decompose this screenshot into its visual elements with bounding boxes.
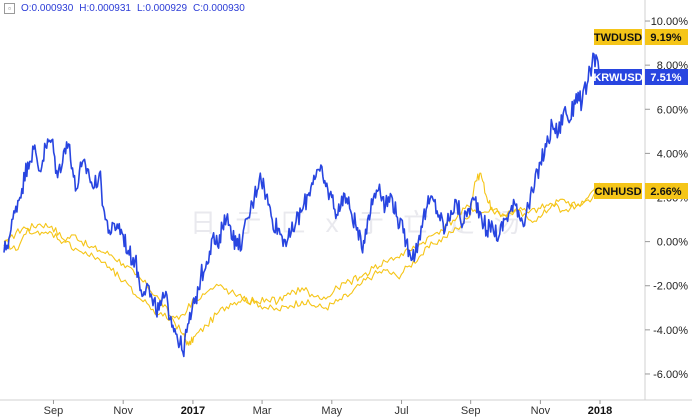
series-line-cnhusd: [3, 182, 601, 322]
series-tag-name-box: [594, 183, 642, 199]
series-tag-value: 9.19%: [650, 32, 681, 44]
y-tick-label: 10.00%: [651, 16, 689, 28]
series-tag-name-box: [594, 29, 642, 45]
series-tag-cnhusd: CNHUSD 2.66%: [594, 183, 688, 199]
series-tag-name-box: [594, 69, 642, 85]
series-tag-value-box: [645, 29, 688, 45]
ohlc-high: H:0.000931: [79, 3, 131, 14]
series-line-twdusd: [3, 172, 601, 346]
series-line-krwusd: [3, 52, 601, 358]
x-tick-label: Jul: [395, 405, 409, 417]
series-tags: TWDUSD 9.19% KRWUSD 7.51% CNHUSD 2.66%: [593, 29, 688, 199]
series-tag-value: 7.51%: [650, 72, 681, 84]
x-tick-label: Nov: [113, 405, 133, 417]
y-tick-label: -4.00%: [653, 325, 688, 337]
ohlc-open: O:0.000930: [21, 3, 74, 14]
x-tick-label: Mar: [253, 405, 272, 417]
ohlc-low: L:0.000929: [136, 3, 188, 14]
y-tick-label: 6.00%: [657, 104, 688, 116]
x-tick-label: Sep: [461, 405, 481, 417]
series-tag-krwusd: KRWUSD 7.51%: [593, 69, 688, 85]
ohlc-readout: ▫ O:0.000930 H:0.000931 L:0.000929 C:0.0…: [4, 3, 245, 14]
y-tick-label: 4.00%: [657, 148, 688, 160]
x-tick-label: Nov: [531, 405, 551, 417]
y-tick-label: -2.00%: [653, 281, 688, 293]
series-tag-value-box: [645, 69, 688, 85]
series-layer: [3, 52, 601, 358]
series-tag-value: 2.66%: [650, 186, 681, 198]
window-icon[interactable]: ▫: [4, 3, 15, 14]
ohlc-close: C:0.000930: [193, 3, 245, 14]
x-axis: Sep Nov 2017 Mar May Jul Sep Nov 2018: [0, 399, 692, 417]
series-tag-name: TWDUSD: [594, 32, 642, 44]
x-tick-label: 2018: [588, 405, 612, 417]
x-tick-label: Sep: [44, 405, 64, 417]
series-tag-twdusd: TWDUSD 9.19%: [594, 29, 688, 45]
series-tag-value-box: [645, 183, 688, 199]
series-tag-name: CNHUSD: [594, 186, 641, 198]
x-tick-label: May: [321, 405, 342, 417]
y-tick-label: -6.00%: [653, 369, 688, 381]
series-tag-name: KRWUSD: [593, 72, 642, 84]
y-tick-label: 0.00%: [657, 237, 688, 249]
x-tick-label: 2017: [181, 405, 205, 417]
